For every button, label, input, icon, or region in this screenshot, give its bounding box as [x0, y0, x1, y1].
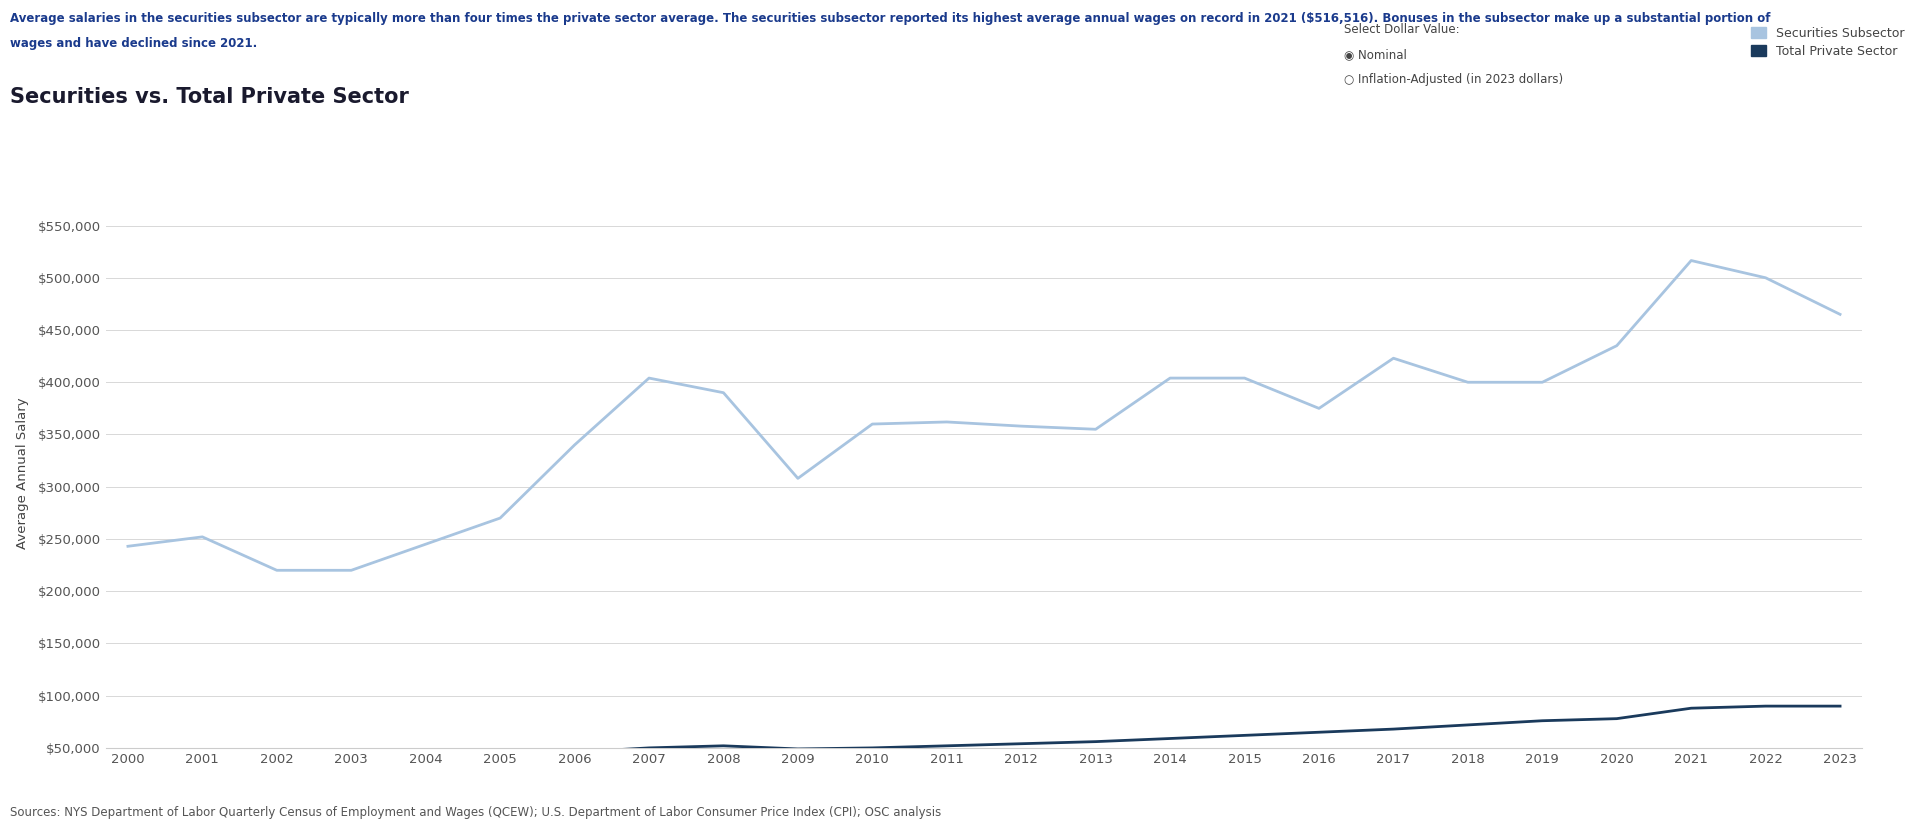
Text: Sources: NYS Department of Labor Quarterly Census of Employment and Wages (QCEW): Sources: NYS Department of Labor Quarter…	[10, 805, 941, 819]
Text: wages and have declined since 2021.: wages and have declined since 2021.	[10, 37, 257, 51]
Text: ◉ Nominal: ◉ Nominal	[1344, 48, 1407, 61]
Text: Select Dollar Value:: Select Dollar Value:	[1344, 23, 1459, 37]
Text: ○ Inflation-Adjusted (in 2023 dollars): ○ Inflation-Adjusted (in 2023 dollars)	[1344, 73, 1563, 86]
Text: Average salaries in the securities subsector are typically more than four times : Average salaries in the securities subse…	[10, 12, 1770, 26]
Y-axis label: Average Annual Salary: Average Annual Salary	[15, 398, 29, 549]
Legend: Securities Subsector, Total Private Sector: Securities Subsector, Total Private Sect…	[1751, 27, 1905, 58]
Text: Securities vs. Total Private Sector: Securities vs. Total Private Sector	[10, 87, 409, 107]
